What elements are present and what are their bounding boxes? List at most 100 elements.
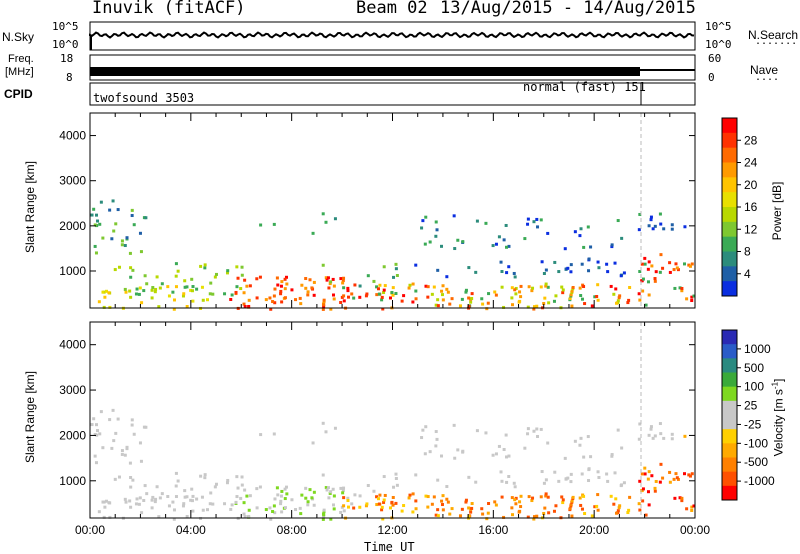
heatmap-cell <box>201 298 205 302</box>
heatmap-cell <box>543 296 547 300</box>
heatmap-cell <box>441 298 445 302</box>
heatmap-cell <box>328 282 332 286</box>
heatmap-cell <box>571 285 575 289</box>
heatmap-cell <box>641 487 645 491</box>
heatmap-cell <box>676 477 680 481</box>
velocity-panel-border <box>89 321 696 519</box>
heatmap-cell <box>167 294 171 298</box>
power-colorbar-swatch-0 <box>722 118 737 134</box>
heatmap-cell <box>95 423 99 427</box>
heatmap-cell <box>440 293 444 297</box>
heatmap-cell <box>505 480 509 484</box>
heatmap-cell <box>269 517 273 521</box>
heatmap-cell <box>276 283 280 287</box>
heatmap-cell <box>211 292 215 296</box>
heatmap-cell <box>166 285 170 289</box>
heatmap-cell <box>561 501 565 505</box>
heatmap-cell <box>467 296 471 300</box>
power-heatmap-cells <box>90 199 696 311</box>
heatmap-cell <box>142 289 146 293</box>
heatmap-cell <box>248 284 252 288</box>
heatmap-cell <box>306 293 310 297</box>
heatmap-cell <box>593 295 597 299</box>
heatmap-cell <box>499 260 503 264</box>
heatmap-cell <box>557 479 561 483</box>
heatmap-cell <box>579 227 583 231</box>
heatmap-cell <box>474 270 478 274</box>
heatmap-cell <box>513 275 517 279</box>
heatmap-cell <box>649 215 653 219</box>
nsky-line <box>89 31 695 39</box>
heatmap-cell <box>570 514 574 518</box>
heatmap-cell <box>441 508 445 512</box>
heatmap-cell <box>93 433 97 437</box>
heatmap-cell <box>304 286 308 290</box>
heatmap-cell <box>183 489 187 493</box>
heatmap-cell <box>117 265 121 269</box>
heatmap-cell <box>339 277 343 281</box>
heatmap-cell <box>300 283 304 287</box>
heatmap-cell <box>346 289 350 293</box>
heatmap-cell <box>414 499 418 503</box>
heatmap-cell <box>92 207 96 211</box>
heatmap-cell <box>505 455 509 459</box>
heatmap-cell <box>587 269 591 273</box>
heatmap-cell <box>432 285 436 289</box>
heatmap-cell <box>504 223 508 227</box>
heatmap-cell <box>116 208 120 212</box>
heatmap-cell <box>137 292 141 296</box>
heatmap-cell <box>460 297 464 301</box>
heatmap-cell <box>650 264 654 268</box>
heatmap-cell <box>108 418 112 422</box>
heatmap-cell <box>450 507 454 511</box>
heatmap-cell <box>101 446 105 450</box>
heatmap-cell <box>214 272 218 276</box>
heatmap-cell <box>535 304 539 308</box>
heatmap-cell <box>687 263 691 267</box>
heatmap-cell <box>502 515 506 519</box>
heatmap-cell <box>332 284 336 288</box>
heatmap-cell <box>364 504 368 508</box>
heatmap-cell <box>579 294 583 298</box>
heatmap-cell <box>411 492 415 496</box>
heatmap-cell <box>507 474 511 478</box>
heatmap-cell <box>191 285 195 289</box>
power-colorbar-swatch-4 <box>722 177 737 193</box>
nsky-tick-top: 10^5 <box>52 20 79 33</box>
heatmap-cell <box>113 268 117 272</box>
heatmap-cell <box>680 499 684 503</box>
heatmap-cell <box>377 502 381 506</box>
heatmap-cell <box>674 262 678 266</box>
heatmap-cell <box>138 441 142 445</box>
heatmap-cell <box>499 470 503 474</box>
heatmap-cell <box>507 454 511 458</box>
heatmap-cell <box>294 508 298 512</box>
heatmap-cell <box>138 286 142 290</box>
heatmap-cell <box>647 433 651 437</box>
heatmap-cell <box>107 501 111 505</box>
heatmap-cell <box>662 227 666 231</box>
heatmap-cell <box>580 297 584 301</box>
heatmap-cell <box>264 508 268 512</box>
heatmap-cell <box>500 495 504 499</box>
heatmap-cell <box>154 287 158 291</box>
heatmap-cell <box>609 284 613 288</box>
heatmap-cell <box>586 225 590 229</box>
heatmap-cell <box>239 287 243 291</box>
heatmap-cell <box>332 293 336 297</box>
heatmap-cell <box>380 505 384 509</box>
heatmap-cell <box>111 408 115 412</box>
heatmap-cell <box>94 251 98 255</box>
heatmap-cell <box>340 505 344 509</box>
heatmap-cell <box>470 506 474 510</box>
heatmap-cell <box>375 503 379 507</box>
heatmap-cell <box>279 289 283 293</box>
heatmap-cell <box>546 285 550 289</box>
heatmap-cell <box>342 509 346 513</box>
heatmap-cell <box>683 225 687 229</box>
heatmap-cell <box>554 504 558 508</box>
heatmap-cell <box>540 470 544 474</box>
heatmap-cell <box>426 495 430 499</box>
heatmap-cell <box>491 244 495 248</box>
heatmap-cell <box>654 270 658 274</box>
